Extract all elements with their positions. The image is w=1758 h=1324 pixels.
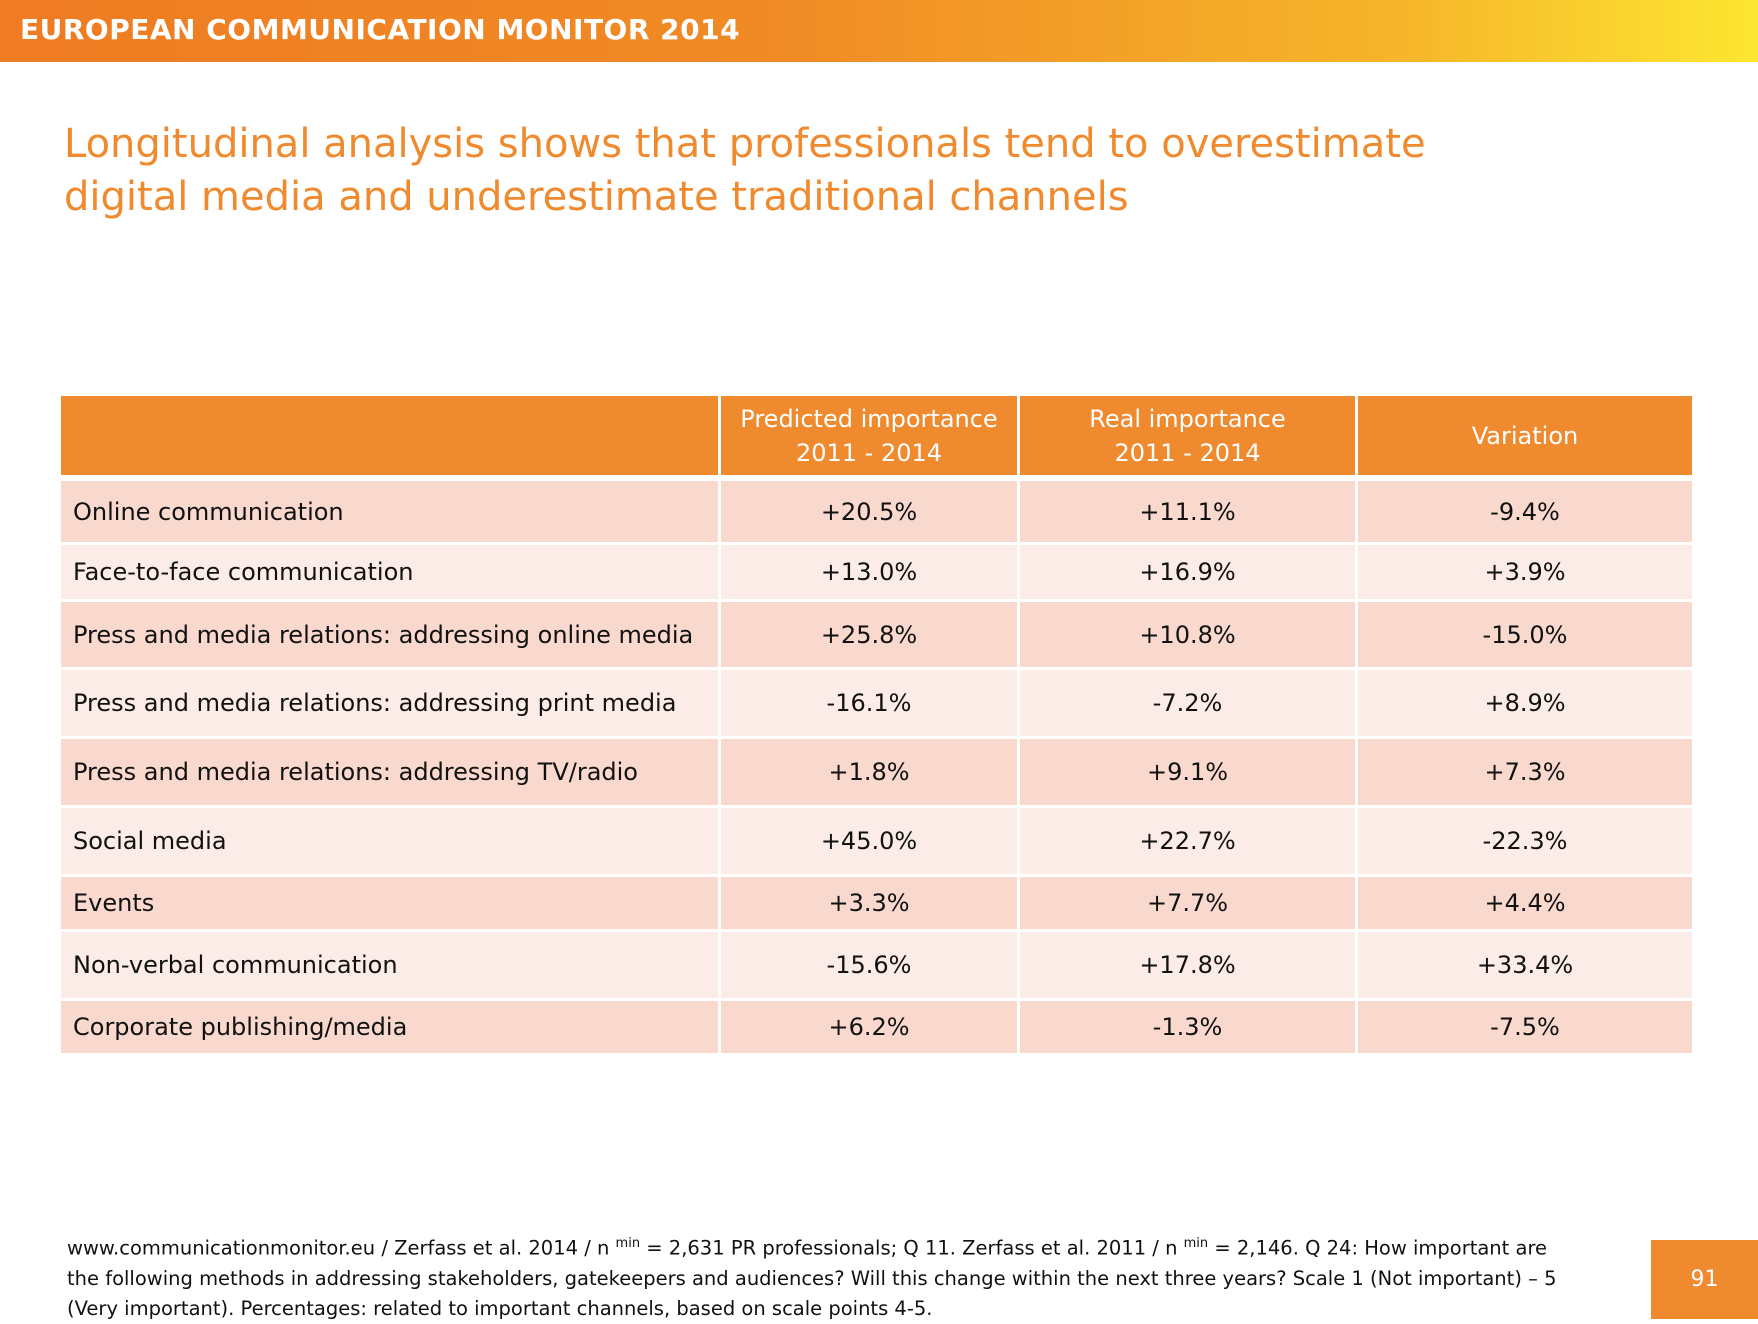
variation-cell: +7.3% [1358,739,1692,805]
footnote-sup-1: min [615,1236,641,1251]
variation-cell: +3.9% [1358,545,1692,599]
row-label: Press and media relations: addressing TV… [61,739,718,805]
table-row: Corporate publishing/media +6.2% -1.3% -… [61,1001,1692,1053]
row-label: Press and media relations: addressing pr… [61,670,718,736]
footnote-text-1: www.communicationmonitor.eu / Zerfass et… [67,1236,616,1260]
footnote-sup-2: min [1183,1236,1209,1251]
predicted-cell: +3.3% [721,877,1017,929]
table-row: Face-to-face communication +13.0% +16.9%… [61,545,1692,599]
variation-cell: -7.5% [1358,1001,1692,1053]
slide-headline: Longitudinal analysis shows that profess… [64,118,1564,224]
predicted-cell: +1.8% [721,739,1017,805]
page-number-box: 91 [1651,1240,1758,1319]
headline-line-2: digital media and underestimate traditio… [64,174,1129,220]
variation-cell: +4.4% [1358,877,1692,929]
predicted-cell: -15.6% [721,932,1017,998]
real-cell: +16.9% [1020,545,1355,599]
headline-line-1: Longitudinal analysis shows that profess… [64,121,1426,167]
header-predicted-line2: 2011 - 2014 [795,438,943,467]
footnote-text-3: = 2,146. Q 24: How important are the fol… [67,1236,1557,1320]
predicted-cell: +13.0% [721,545,1017,599]
header-predicted-line1: Predicted importance [740,404,998,433]
real-cell: +7.7% [1020,877,1355,929]
row-label: Face-to-face communication [61,545,718,599]
table-row: Non-verbal communication -15.6% +17.8% +… [61,932,1692,998]
header-cell-real: Real importance 2011 - 2014 [1020,396,1355,475]
page-number: 91 [1690,1267,1719,1292]
variation-cell: -15.0% [1358,602,1692,667]
source-footnote: www.communicationmonitor.eu / Zerfass et… [67,1229,1577,1324]
real-cell: +11.1% [1020,481,1355,542]
footnote-text-2: = 2,631 PR professionals; Q 11. Zerfass … [640,1236,1184,1260]
table-row: Press and media relations: addressing on… [61,602,1692,667]
table-row: Social media +45.0% +22.7% -22.3% [61,808,1692,874]
row-label: Online communication [61,481,718,542]
row-label: Events [61,877,718,929]
real-cell: +10.8% [1020,602,1355,667]
real-cell: -1.3% [1020,1001,1355,1053]
predicted-cell: -16.1% [721,670,1017,736]
header-cell-predicted: Predicted importance 2011 - 2014 [721,396,1017,475]
variation-cell: -9.4% [1358,481,1692,542]
variation-cell: +8.9% [1358,670,1692,736]
top-banner: EUROPEAN COMMUNICATION MONITOR 2014 [0,0,1758,62]
row-label: Corporate publishing/media [61,1001,718,1053]
comparison-table: Predicted importance 2011 - 2014 Real im… [61,396,1692,1056]
real-cell: +9.1% [1020,739,1355,805]
predicted-cell: +20.5% [721,481,1017,542]
row-label: Non-verbal communication [61,932,718,998]
variation-cell: +33.4% [1358,932,1692,998]
banner-title: EUROPEAN COMMUNICATION MONITOR 2014 [20,13,741,46]
variation-cell: -22.3% [1358,808,1692,874]
real-cell: -7.2% [1020,670,1355,736]
predicted-cell: +6.2% [721,1001,1017,1053]
table-header-row: Predicted importance 2011 - 2014 Real im… [61,396,1692,475]
real-cell: +22.7% [1020,808,1355,874]
predicted-cell: +25.8% [721,602,1017,667]
table-row: Events +3.3% +7.7% +4.4% [61,877,1692,929]
row-label: Social media [61,808,718,874]
header-cell-variation: Variation [1358,396,1692,475]
table-row: Press and media relations: addressing pr… [61,670,1692,736]
header-real-line2: 2011 - 2014 [1114,438,1261,467]
table-row: Online communication +20.5% +11.1% -9.4% [61,481,1692,542]
row-label: Press and media relations: addressing on… [61,602,718,667]
header-cell-empty [61,396,718,475]
header-real-line1: Real importance [1089,404,1286,433]
table-row: Press and media relations: addressing TV… [61,739,1692,805]
predicted-cell: +45.0% [721,808,1017,874]
real-cell: +17.8% [1020,932,1355,998]
header-variation-label: Variation [1471,421,1579,450]
